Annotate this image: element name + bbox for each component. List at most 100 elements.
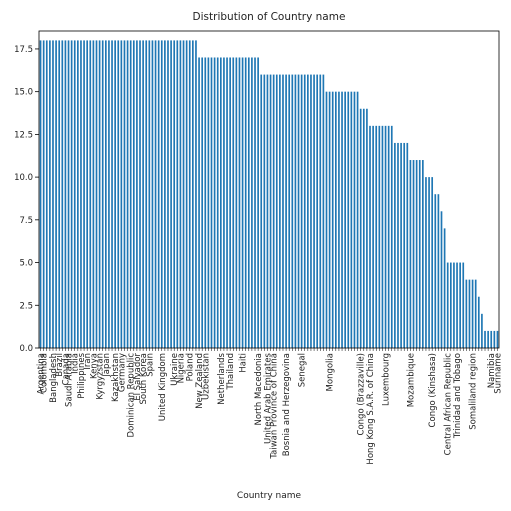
- bar: [496, 330, 499, 348]
- bar: [114, 40, 116, 348]
- x-tick-label: Mozambique: [406, 353, 416, 407]
- bar: [198, 57, 200, 349]
- x-tick-label: Trinidad and Tobago: [453, 353, 463, 439]
- bar: [322, 74, 325, 349]
- bar: [375, 125, 378, 349]
- bar: [431, 177, 434, 348]
- bar: [303, 74, 306, 349]
- bar: [251, 57, 253, 349]
- bar: [260, 74, 263, 349]
- x-tick-label: Spain: [145, 353, 155, 377]
- bar: [157, 40, 160, 348]
- bar: [453, 262, 455, 348]
- bar: [173, 40, 176, 348]
- bar: [213, 57, 216, 349]
- bar: [89, 40, 92, 348]
- bar: [459, 262, 461, 348]
- bar: [484, 330, 486, 348]
- bar: [490, 330, 493, 348]
- bar: [487, 330, 489, 348]
- x-tick-label: Colombia: [40, 353, 50, 393]
- x-axis-label: Country name: [237, 491, 302, 501]
- bar: [226, 57, 228, 349]
- bar: [272, 74, 275, 349]
- bar: [403, 142, 406, 348]
- bar: [42, 40, 45, 348]
- bar: [45, 40, 48, 348]
- x-tick-label: Philippines: [77, 352, 87, 398]
- bar: [422, 160, 424, 348]
- x-tick-label: United Kingdom: [158, 353, 168, 421]
- bar: [80, 40, 82, 348]
- bar: [316, 74, 319, 349]
- bar: [247, 57, 250, 349]
- x-tick-label: Kenya: [89, 353, 99, 379]
- bar: [170, 40, 172, 348]
- bar: [216, 57, 219, 349]
- bar: [83, 40, 85, 348]
- y-tick-label: 5.0: [19, 259, 33, 269]
- bar: [331, 91, 334, 348]
- y-tick-label: 17.5: [14, 45, 33, 55]
- bar: [468, 279, 471, 348]
- bar: [207, 57, 210, 349]
- x-tick-label: Poland: [186, 353, 196, 381]
- x-tick-label: Haiti: [239, 353, 249, 373]
- x-tick-label: Senegal: [298, 353, 308, 387]
- bar: [288, 74, 291, 349]
- x-tick-label: Nigeria: [176, 353, 186, 383]
- bar: [55, 40, 57, 348]
- x-tick-label: Namibia: [487, 353, 497, 388]
- bar: [151, 40, 154, 348]
- bar: [142, 40, 144, 348]
- bar: [366, 108, 368, 348]
- bar: [132, 40, 135, 348]
- bar: [126, 40, 129, 348]
- bar: [67, 40, 70, 348]
- bar: [160, 40, 163, 348]
- bar: [39, 40, 42, 348]
- bar: [154, 40, 157, 348]
- bar: [195, 40, 197, 348]
- bar: [415, 160, 418, 348]
- bar: [49, 40, 51, 348]
- bar: [219, 57, 222, 349]
- x-tick-label: Japan: [102, 353, 112, 378]
- bar: [104, 40, 107, 348]
- x-tick-label: El Salvador: [133, 352, 143, 400]
- bar: [338, 91, 340, 348]
- bar: [307, 74, 309, 349]
- bar: [229, 57, 231, 349]
- bar: [397, 142, 399, 348]
- x-tick-label: Congo (Brazzaville): [357, 353, 367, 435]
- bar: [449, 262, 452, 348]
- bar: [369, 125, 371, 349]
- x-tick-label: Argentina: [37, 353, 47, 394]
- bar: [359, 108, 362, 348]
- bar: [462, 262, 465, 348]
- x-tick-label: Iran: [83, 353, 93, 370]
- x-tick-label: Suriname: [493, 353, 503, 394]
- bar: [310, 74, 312, 349]
- bar: [185, 40, 188, 348]
- bar: [394, 142, 396, 348]
- bar: [471, 279, 474, 348]
- bar: [266, 74, 269, 349]
- x-tick-label: Hong Kong S.A.R. of China: [366, 353, 376, 465]
- bar: [101, 40, 104, 348]
- x-tick-label: Ukraine: [170, 353, 180, 386]
- bar: [263, 74, 266, 349]
- bar: [70, 40, 73, 348]
- bar: [86, 40, 89, 348]
- bar: [148, 40, 151, 348]
- bar: [477, 296, 480, 348]
- bar: [244, 57, 247, 349]
- x-tick-label: Somaliland region: [469, 353, 479, 430]
- bar: [61, 40, 64, 348]
- x-tick-label: Luxembourg: [382, 353, 392, 406]
- bar: [328, 91, 331, 348]
- bar: [356, 91, 359, 348]
- bar: [493, 330, 496, 348]
- bar: [257, 57, 259, 349]
